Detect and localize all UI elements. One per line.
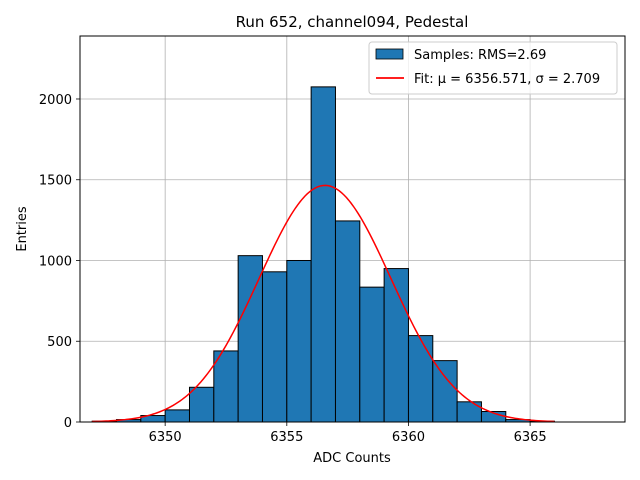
legend-box [368,41,618,95]
histogram-bar [432,360,458,423]
y-tick-label: 500 [47,335,72,350]
x-axis-title: ADC Counts [313,451,391,466]
x-tick-label: 6355 [270,430,303,445]
axis-ticks: 6350 6355 6360 6365 0 500 1000 1500 2000 [39,93,547,445]
plot-frame [79,35,626,423]
legend: Samples: RMS=2.69 Fit: μ = 6356.571, σ =… [368,41,618,95]
y-tick-label: 0 [64,416,72,431]
histogram-bar [456,401,482,423]
y-tick-label: 1500 [39,174,72,189]
histogram-bar [164,409,190,423]
chart-title: Run 652, channel094, Pedestal [236,13,469,31]
legend-swatch-histogram [375,48,404,60]
histogram-bar [213,350,239,423]
histogram-bar [334,220,361,423]
histogram-bar [261,271,288,423]
histogram-bar [359,286,385,423]
histogram-bars [91,86,555,423]
y-tick-label: 1000 [39,254,72,269]
legend-label-histogram: Samples: RMS=2.69 [414,48,546,63]
x-tick-label: 6365 [514,430,547,445]
histogram-bar [310,86,336,423]
histogram-bar [286,259,312,423]
histogram-bar [188,386,215,423]
legend-label-fit: Fit: μ = 6356.571, σ = 2.709 [414,72,600,87]
histogram-bar [407,335,434,423]
x-tick-label: 6360 [392,430,425,445]
y-axis-title: Entries [15,206,30,252]
fit-curve [92,184,555,423]
x-tick-label: 6350 [149,430,182,445]
y-tick-label: 2000 [39,93,72,108]
